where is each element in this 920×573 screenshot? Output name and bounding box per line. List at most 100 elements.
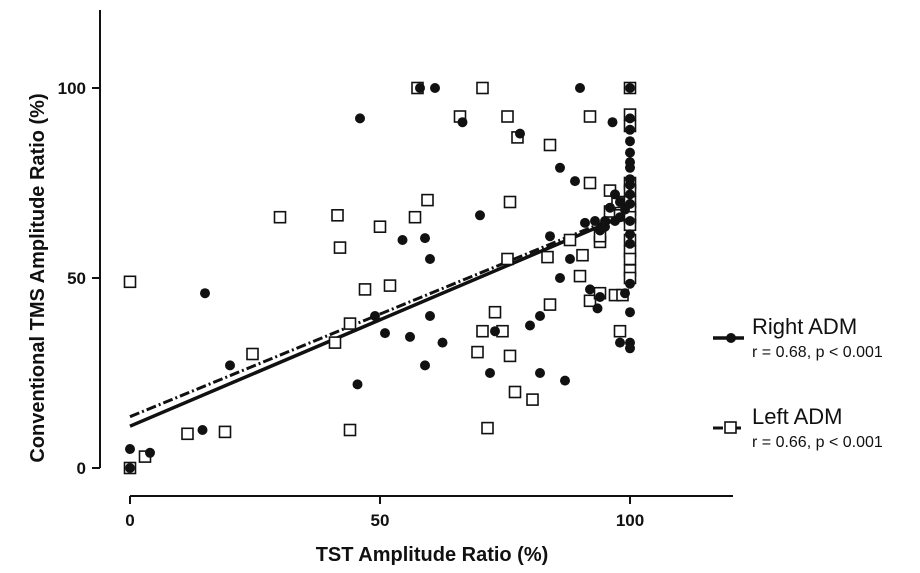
data-point-right-adm	[420, 360, 430, 371]
data-point-right-adm	[125, 463, 135, 473]
x-tick-label: 100	[616, 511, 644, 530]
data-point-right-adm	[370, 311, 380, 321]
data-point-left-adm	[383, 279, 397, 292]
data-point-right-adm	[605, 202, 615, 213]
data-point-left-adm	[333, 241, 347, 254]
data-point-right-adm	[457, 117, 468, 128]
data-point-left-adm	[218, 425, 232, 439]
y-axis-title: Conventional TMS Amplitude Ratio (%)	[27, 93, 49, 462]
data-point-right-adm	[625, 83, 635, 93]
data-point-left-adm	[373, 220, 387, 233]
data-point-right-adm	[585, 284, 595, 295]
data-point-left-adm	[573, 269, 587, 283]
data-point-right-adm	[525, 320, 535, 331]
legend-series-stat: r = 0.68, p < 0.001	[752, 344, 883, 361]
y-tick-label: 0	[77, 459, 86, 478]
data-point-left-adm	[343, 423, 357, 437]
data-point-right-adm	[625, 189, 635, 200]
regression-line-right-adm	[129, 211, 631, 428]
data-point-right-adm	[535, 311, 545, 321]
legend-item-left-adm: Left ADM r = 0.66, p < 0.001	[713, 404, 883, 451]
data-point-right-adm	[565, 254, 575, 264]
data-point-left-adm	[501, 252, 514, 266]
data-point-left-adm	[481, 421, 494, 435]
data-point-left-adm	[331, 209, 344, 222]
x-tick-label: 0	[125, 511, 134, 530]
data-point-right-adm	[555, 273, 565, 283]
data-point-right-adm	[515, 128, 525, 139]
data-point-right-adm	[625, 174, 635, 185]
data-point-right-adm	[625, 136, 635, 147]
data-point-right-adm	[580, 217, 590, 228]
data-point-left-adm	[543, 138, 557, 152]
data-point-right-adm	[600, 216, 610, 226]
legend-marker-filled-circle	[726, 333, 736, 343]
data-point-right-adm	[570, 176, 580, 187]
data-point-right-adm	[625, 278, 635, 289]
data-point-right-adm	[625, 124, 635, 135]
data-point-right-adm	[625, 337, 635, 348]
data-point-left-adm	[343, 317, 357, 330]
data-point-left-adm	[583, 110, 597, 123]
data-point-left-adm	[503, 349, 517, 363]
data-point-left-adm	[543, 298, 557, 311]
data-point-left-adm	[358, 283, 372, 296]
legend-series-name: Right ADM	[752, 314, 857, 339]
data-point-left-adm	[501, 110, 514, 123]
y-tick-label: 100	[58, 79, 86, 98]
data-point-right-adm	[145, 447, 155, 458]
data-point-right-adm	[607, 117, 618, 128]
data-point-left-adm	[408, 210, 422, 224]
legend-item-right-adm: Right ADM r = 0.68, p < 0.001	[713, 314, 883, 361]
data-point-left-adm	[503, 195, 517, 209]
data-point-right-adm	[355, 113, 365, 124]
data-point-right-adm	[615, 212, 625, 223]
data-point-right-adm	[592, 303, 603, 314]
legend-marker-open-square	[724, 421, 737, 434]
data-point-right-adm	[352, 379, 363, 390]
data-point-right-adm	[590, 216, 600, 226]
data-point-right-adm	[625, 198, 635, 209]
data-point-left-adm	[541, 250, 554, 264]
data-point-right-adm	[405, 331, 415, 342]
data-point-right-adm	[625, 216, 635, 226]
x-axis-title: TST Amplitude Ratio (%)	[316, 544, 549, 566]
data-point-right-adm	[625, 147, 635, 158]
legend: Right ADM r = 0.68, p < 0.001 Left ADM r…	[713, 314, 883, 451]
axes: 0 50 100 0 50 100 TST Amplitude Ratio (%…	[27, 10, 733, 566]
data-points	[123, 81, 637, 475]
legend-series-name: Left ADM	[752, 404, 842, 429]
data-point-left-adm	[123, 275, 137, 289]
data-point-right-adm	[625, 229, 635, 240]
data-point-right-adm	[560, 375, 570, 386]
data-point-right-adm	[437, 337, 448, 348]
data-point-left-adm	[508, 385, 522, 399]
data-point-right-adm	[615, 197, 625, 207]
data-point-right-adm	[397, 235, 408, 245]
data-point-left-adm	[181, 427, 194, 441]
data-point-left-adm	[476, 324, 489, 338]
data-point-right-adm	[595, 292, 605, 302]
data-point-right-adm	[125, 444, 135, 454]
data-point-left-adm	[623, 252, 637, 266]
data-point-right-adm	[615, 337, 625, 348]
data-point-left-adm	[476, 81, 489, 95]
data-point-right-adm	[380, 328, 390, 339]
data-point-right-adm	[420, 233, 430, 244]
data-point-right-adm	[545, 231, 555, 242]
data-point-left-adm	[576, 248, 589, 262]
data-point-right-adm	[535, 368, 545, 378]
data-point-left-adm	[563, 233, 577, 247]
data-point-left-adm	[488, 305, 502, 319]
regression-line-left-adm	[129, 210, 631, 419]
data-point-right-adm	[225, 360, 235, 371]
data-point-right-adm	[475, 210, 485, 221]
data-point-right-adm	[425, 311, 435, 321]
data-point-right-adm	[490, 326, 500, 337]
data-point-right-adm	[575, 83, 585, 93]
data-point-right-adm	[610, 189, 620, 200]
regression-lines	[129, 210, 631, 428]
data-point-right-adm	[620, 288, 630, 299]
